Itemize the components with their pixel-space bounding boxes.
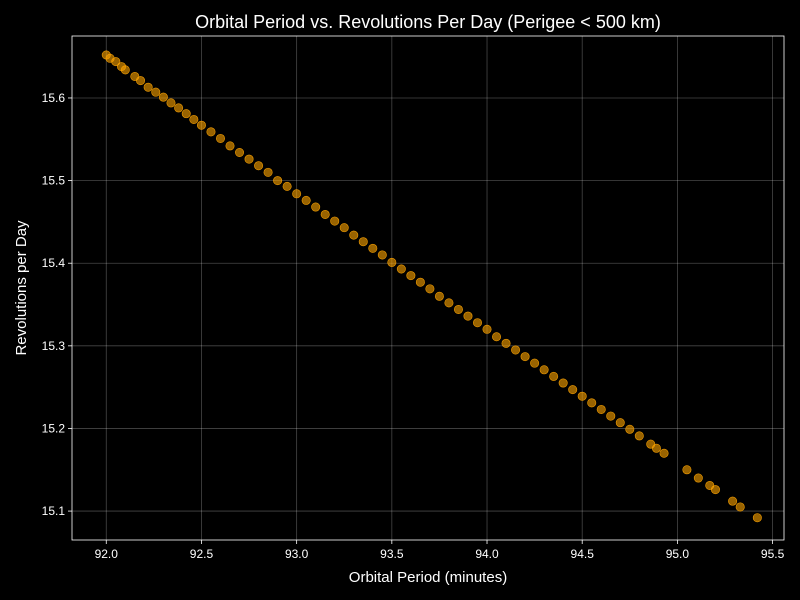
data-point [425, 284, 435, 294]
data-point [511, 345, 521, 355]
data-point [377, 250, 387, 260]
data-point [111, 57, 121, 67]
data-point [651, 443, 661, 453]
data-point [606, 411, 616, 421]
data-point [728, 496, 738, 506]
data-point [587, 398, 597, 408]
data-point [520, 352, 530, 362]
data-point [292, 189, 302, 199]
x-tick-label: 92.0 [95, 547, 119, 561]
x-tick-label: 94.0 [475, 547, 499, 561]
data-point [215, 133, 225, 143]
data-point [235, 147, 245, 157]
data-point [320, 209, 330, 219]
data-point [196, 120, 206, 130]
data-point [339, 223, 349, 233]
data-point [577, 391, 587, 401]
data-point [225, 141, 235, 151]
x-tick-label: 94.5 [571, 547, 595, 561]
data-point [301, 195, 311, 205]
data-point [634, 431, 644, 441]
data-point [615, 418, 625, 428]
x-tick-label: 95.0 [666, 547, 690, 561]
data-point [282, 181, 292, 191]
data-point [549, 371, 559, 381]
points-layer [101, 50, 762, 523]
data-point [181, 109, 191, 119]
data-point [625, 424, 635, 434]
y-tick-label: 15.6 [42, 91, 66, 105]
data-point [406, 271, 416, 281]
data-point [492, 332, 502, 342]
data-point [254, 161, 264, 171]
y-tick-label: 15.5 [42, 174, 66, 188]
data-point [434, 291, 444, 301]
data-point [463, 311, 473, 321]
y-axis-label: Revolutions per Day [13, 220, 30, 356]
data-point [143, 82, 153, 92]
grid-layer [72, 36, 784, 540]
data-point [206, 127, 216, 137]
data-point [158, 92, 168, 102]
data-point [120, 65, 130, 75]
data-point [273, 176, 283, 186]
y-tick-label: 15.3 [42, 339, 66, 353]
data-point [568, 385, 578, 395]
data-point [368, 243, 378, 253]
data-point [444, 298, 454, 308]
data-point [349, 230, 359, 240]
data-point [539, 365, 549, 375]
data-point [596, 404, 606, 414]
data-point [330, 216, 340, 226]
data-point [189, 114, 199, 124]
x-tick-label: 95.5 [761, 547, 785, 561]
tick-layer: 92.0 92.5 93.0 93.5 94.0 94.5 95.0 95.5 15.1 15.2… [42, 91, 785, 561]
y-tick-label: 15.1 [42, 504, 66, 518]
data-point [166, 98, 176, 108]
x-tick-label: 93.0 [285, 547, 309, 561]
data-point [396, 264, 406, 274]
data-point [244, 154, 254, 164]
x-axis-label: Orbital Period (minutes) [349, 569, 507, 586]
data-point [358, 237, 368, 247]
data-point [472, 318, 482, 328]
data-point [710, 485, 720, 495]
x-tick-label: 93.5 [380, 547, 404, 561]
data-point [263, 167, 273, 177]
data-point [558, 378, 568, 388]
data-point [136, 76, 146, 86]
y-tick-label: 15.4 [42, 256, 66, 270]
data-point [752, 513, 762, 523]
x-tick-label: 92.5 [190, 547, 214, 561]
data-point [151, 87, 161, 97]
data-point [387, 257, 397, 267]
chart-title: Orbital Period vs. Revolutions Per Day (… [195, 12, 661, 32]
data-point [682, 465, 692, 475]
data-point [482, 324, 492, 334]
data-point [453, 304, 463, 314]
data-point [415, 277, 425, 287]
data-point [530, 358, 540, 368]
data-point [693, 473, 703, 483]
data-point [659, 448, 669, 458]
data-point [174, 103, 184, 113]
y-tick-label: 15.2 [42, 421, 66, 435]
data-point [735, 502, 745, 512]
plot-frame [71, 35, 785, 541]
data-point [311, 202, 321, 212]
data-point [501, 338, 511, 348]
